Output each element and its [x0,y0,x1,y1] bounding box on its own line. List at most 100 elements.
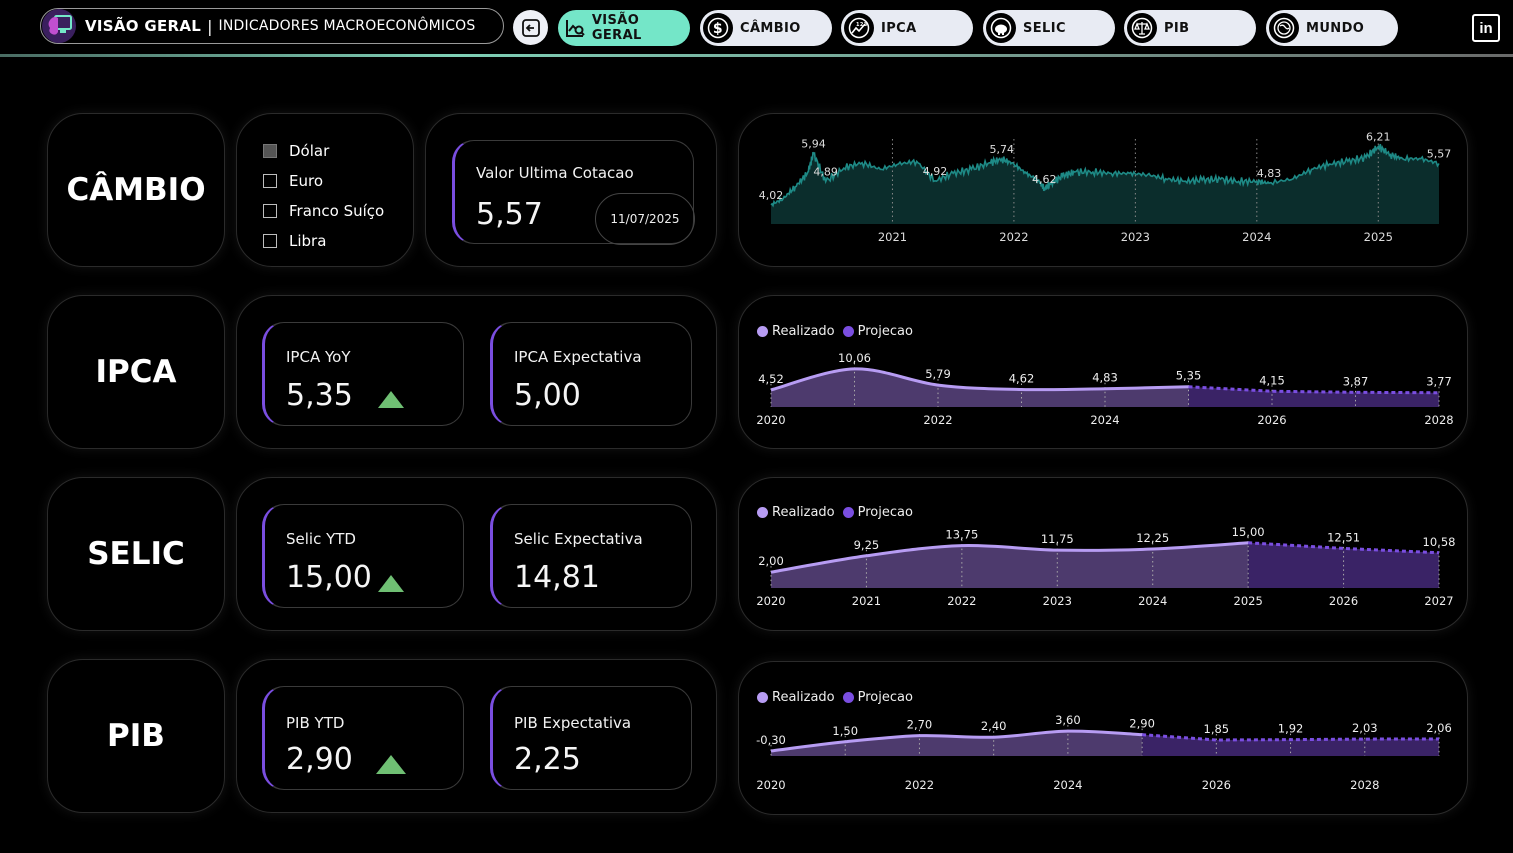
checkbox[interactable] [263,204,277,218]
data-label: 5,35 [1176,369,1202,383]
currency-option-dolar[interactable]: Dólar [263,136,384,166]
kpi-ultima-cotacao: Valor Ultima Cotacao 5,57 11/07/2025 [452,140,695,245]
x-tick-label: 2022 [905,778,934,792]
currency-option-franco-suico[interactable]: Franco Suíço [263,196,384,226]
section-label-pib: PIB [47,659,225,813]
x-tick-label: 2024 [1053,778,1082,792]
cambio-kpi-card: Valor Ultima Cotacao 5,57 11/07/2025 [425,113,717,267]
currency-label: Euro [289,172,323,190]
tab-label: CÂMBIO [740,20,801,36]
kpi-selic-ytd: Selic YTD 15,00 [262,504,464,608]
x-tick-label: 2022 [947,594,976,608]
tab-label: IPCA [881,20,917,36]
x-tick-label: 2024 [1090,413,1119,427]
data-label: 12,25 [1136,531,1169,545]
currency-option-euro[interactable]: Euro [263,166,384,196]
x-tick-label: 2023 [1043,594,1072,608]
ipca-chart-card: Realizado Projecao 4,52 10,06 5,79 4,62 4,83… [738,295,1468,449]
kpi-value: 5,35 [286,378,353,413]
checkbox[interactable] [263,174,277,188]
dollar-icon: $ [703,13,733,43]
x-tick-label: 2020 [756,778,785,792]
page-subtitle: INDICADORES MACROECONÔMICOS [218,18,476,34]
tab-visao-geral[interactable]: VISÃO GERAL [558,10,690,46]
chart-legend: Realizado Projecao [757,690,913,705]
kpi-value: 14,81 [514,560,600,595]
data-label: 3,87 [1343,374,1369,388]
x-tick-label: 2025 [1364,230,1393,244]
x-tick-label: 2021 [852,594,881,608]
data-label: 10,06 [838,351,871,365]
data-label: 2,70 [907,718,933,732]
data-label: 1,92 [1278,722,1304,736]
kpi-value: 5,57 [476,197,543,232]
x-tick-label: 2027 [1424,594,1453,608]
data-label: 6,21 [1366,130,1391,143]
legend-label-realizado: Realizado [772,505,835,520]
linkedin-icon[interactable]: in [1472,14,1500,42]
tab-label: SELIC [1023,20,1066,36]
tab-ipca[interactable]: 123 IPCA [841,10,973,46]
cambio-series-line [770,143,1440,208]
cambio-chart-card: 2021 2022 2023 2024 2025 4,02 5,94 4,89 4,92 5,74… [738,113,1468,267]
kpi-selic-expectativa: Selic Expectativa 14,81 [490,504,692,608]
selic-kpi-card: Selic YTD 15,00 Selic Expectativa 14,81 [236,477,717,631]
data-label: 9,25 [854,538,880,552]
kpi-value: 5,00 [514,378,581,413]
back-button[interactable] [513,10,548,45]
linkedin-label: in [1479,19,1493,37]
realizado-line [770,367,1189,392]
realizado-area [771,542,1249,588]
tab-pib[interactable]: PIB [1124,10,1256,46]
selic-chart-card: Realizado Projecao 2,00 9,25 13,75 11,75 12,… [738,477,1468,631]
x-tick-label: 2026 [1257,413,1286,427]
section-label-cambio: CÂMBIO [47,113,225,267]
chart-legend: Realizado Projecao [757,324,913,339]
x-tick-label: 2026 [1329,594,1358,608]
tab-selic[interactable]: SELIC [983,10,1115,46]
header-divider [0,54,1513,57]
legend-dot-realizado [757,326,768,337]
data-label: 2,90 [1129,717,1155,731]
realizado-area [771,731,1143,756]
x-tick-label: 2020 [756,413,785,427]
kpi-pib-ytd: PIB YTD 2,90 [262,686,464,790]
realizado-line [770,729,1143,753]
kpi-value: 2,90 [286,742,353,777]
chart-legend: Realizado Projecao [757,505,913,520]
checkbox[interactable] [263,144,277,158]
ipca-kpi-card: IPCA YoY 5,35 IPCA Expectativa 5,00 [236,295,717,449]
kpi-label: Selic Expectativa [514,530,643,548]
tab-label: VISÃO GERAL [591,13,642,43]
kpi-label: IPCA YoY [286,348,351,366]
data-label: -0,30 [756,733,786,747]
x-tick-label: 2022 [999,230,1028,244]
svg-text:$: $ [713,21,723,37]
projecao-area [1142,734,1439,756]
checkbox[interactable] [263,234,277,248]
globe-icon [1269,13,1299,43]
currency-label: Dólar [289,142,330,160]
data-label: 2,00 [758,554,784,568]
tab-cambio[interactable]: $ CÂMBIO [700,10,832,46]
kpi-pib-expectativa: PIB Expectativa 2,25 [490,686,692,790]
legend-label-projecao: Projecao [857,690,913,705]
data-label: 1,50 [832,724,858,738]
legend-label-projecao: Projecao [857,505,913,520]
currency-option-libra[interactable]: Libra [263,226,384,256]
tab-mundo[interactable]: MUNDO [1266,10,1398,46]
data-label: 4,02 [759,189,784,202]
section-label-ipca: IPCA [47,295,225,449]
kpi-label: PIB Expectativa [514,714,632,732]
kpi-label: PIB YTD [286,714,345,732]
currency-checklist: Dólar Euro Franco Suíço Libra [263,136,384,256]
x-tick-label: 2024 [1242,230,1271,244]
data-label: 4,52 [758,372,784,386]
kpi-value: 15,00 [286,560,372,595]
data-label: 13,75 [945,528,978,542]
legend-label-projecao: Projecao [857,324,913,339]
legend-dot-projecao [842,692,854,703]
data-label: 2,03 [1352,721,1378,735]
x-tick-label: 2021 [878,230,907,244]
ipca-area-chart: 4,52 10,06 5,79 4,62 4,83 5,35 4,15 3,87 3,77 202… [756,351,1453,427]
